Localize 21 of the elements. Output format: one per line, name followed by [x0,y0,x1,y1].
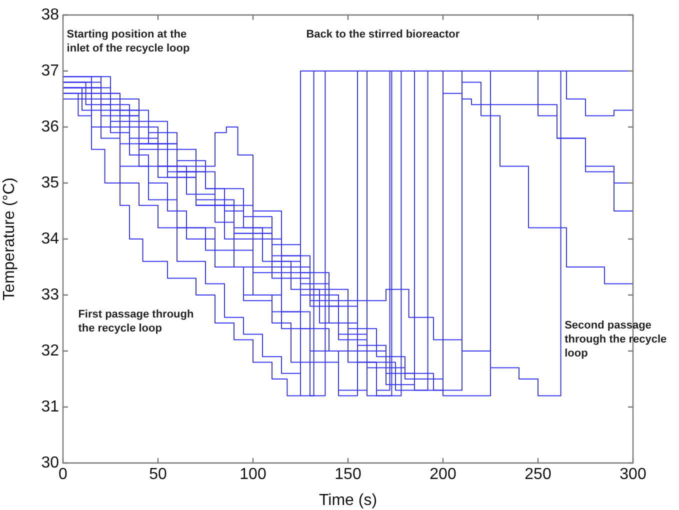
x-tick-label: 200 [430,466,456,484]
y-tick-label: 31 [41,398,60,416]
annotation: Back to the stirred bioreactor [306,28,460,41]
y-tick-label: 33 [41,286,60,304]
x-tick-label: 0 [58,466,68,484]
x-tick-label: 150 [334,466,362,484]
y-tick-label: 30 [41,454,60,472]
x-tick-label: 250 [524,466,552,484]
annotation: First passage through the recycle loop [78,308,194,335]
y-tick-label: 37 [41,62,60,80]
y-tick-label: 36 [41,118,60,136]
annotation: Starting position at the inlet of the recycle loop [66,28,190,55]
y-tick-label: 38 [41,6,60,24]
x-axis-title: Time (s) [318,492,378,509]
x-tick-label: 50 [149,466,167,484]
x-tick-label: 100 [240,466,266,484]
x-tick-label: 300 [620,466,646,484]
y-tick-label: 35 [41,174,60,192]
y-tick-label: 32 [41,342,60,360]
y-axis-title: Temperature (°C) [1,178,18,300]
y-tick-label: 34 [41,230,60,248]
